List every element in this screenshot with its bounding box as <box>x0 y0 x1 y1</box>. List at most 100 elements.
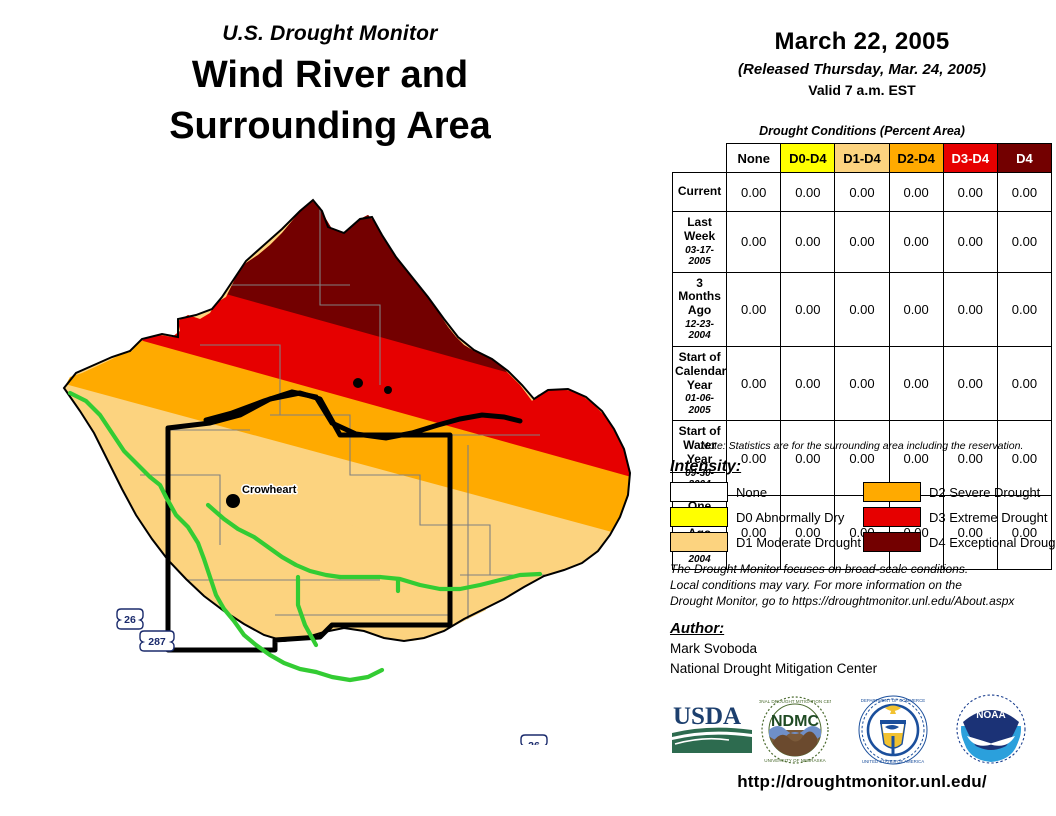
table-row-label: Start of Calendar Year 01-06-2005 <box>671 345 728 422</box>
logo-strip: USDA NDMC NATIONAL DROUGHT MITIGATION CE… <box>665 694 1055 765</box>
table-cell: 0.00 <box>780 345 836 422</box>
table-cell: 0.00 <box>780 211 836 273</box>
legend-item: D2 Severe Drought <box>863 481 1056 503</box>
table-cell: 0.00 <box>996 494 1053 571</box>
highway-26-west <box>67 390 169 500</box>
table-cell: 0.00 <box>942 271 998 347</box>
organization-title: U.S. Drought Monitor <box>222 22 438 45</box>
table-cell: 0.00 <box>726 271 782 347</box>
usda-logo: USDA <box>669 700 755 761</box>
highway-spur-fw <box>295 574 319 648</box>
city-label: Crowheart <box>242 484 297 496</box>
cities-layer: CrowheartFort WashakieEtheteRivertonArap… <box>226 483 298 508</box>
table-row: 3 Months Ago 12-23-2004 0.00 0.00 0.00 0.00 0.… <box>671 271 1053 347</box>
legend-swatch <box>670 507 728 527</box>
author-block: Mark Svoboda National Drought Mitigation… <box>670 639 877 678</box>
legend-swatch <box>670 482 728 502</box>
highway-shield: 26 <box>520 734 548 745</box>
table-cell: 0.00 <box>780 420 836 496</box>
table-caption: Drought Conditions (Percent Area) <box>759 124 965 138</box>
legend-column-right: D2 Severe Drought D3 Extreme Drought D4 Ex… <box>863 481 1056 556</box>
table-cell: 0.00 <box>726 494 782 571</box>
table-body: Current 0.00 0.00 0.00 0.00 0.00 0.00 Last Week… <box>671 172 1053 571</box>
legend-item: D1 Moderate Drought <box>670 531 861 553</box>
table-col-header-d0-d4: D0-D4 <box>780 143 836 173</box>
disclaimer-line-2: Local conditions may vary. For more info… <box>670 577 962 592</box>
table-cell: 0.00 <box>726 211 782 273</box>
highways <box>67 390 543 683</box>
website-url: http://droughtmonitor.unl.edu/ <box>737 772 987 791</box>
author-name: Mark Svoboda <box>670 641 758 656</box>
legend-label: D1 Moderate Drought <box>736 534 862 550</box>
title-block: U.S. Drought Monitor Wind River and Surr… <box>0 22 660 147</box>
table-cell: 0.00 <box>834 271 890 347</box>
highway-shield: 287 <box>139 630 175 652</box>
map-outline <box>62 198 632 643</box>
table-cell: 0.00 <box>780 172 836 212</box>
svg-text:NOAA: NOAA <box>976 710 1005 721</box>
disclaimer-line-3: Drought Monitor, go to https://droughtmo… <box>670 593 1015 608</box>
table-cell: 0.00 <box>888 271 944 347</box>
svg-text:UNIVERSITY OF NEBRASKA: UNIVERSITY OF NEBRASKA <box>764 758 826 763</box>
table-row-label: Current <box>671 172 728 212</box>
legend-swatch <box>863 532 921 552</box>
legend-item: D0 Abnormally Dry <box>670 506 861 528</box>
svg-text:USDA: USDA <box>673 703 741 730</box>
table-col-header-d4: D4 <box>996 143 1053 173</box>
highway-26-east <box>337 571 543 592</box>
river-node-a <box>353 378 363 388</box>
highway-shield-label: 26 <box>528 740 540 745</box>
usdc-logo: DEPARTMENT OF COMMERCE UNITED STATES OF … <box>857 694 929 771</box>
author-heading: Author: <box>670 620 725 637</box>
report-released-date: (Released Thursday, Mar. 24, 2005) <box>738 61 986 78</box>
report-valid-time: Valid 7 a.m. EST <box>808 82 916 98</box>
table-cell: 0.00 <box>996 271 1053 347</box>
city-dot <box>226 494 240 508</box>
highway-shield: 26 <box>116 608 144 630</box>
table-cell: 0.00 <box>888 345 944 422</box>
ndmc-logo: NDMC NATIONAL DROUGHT MITIGATION CENTER … <box>748 694 843 771</box>
highway-shield-icon <box>139 630 175 652</box>
highway-26-mid <box>205 502 343 580</box>
table-cell: 0.00 <box>942 345 998 422</box>
table-col-header-d3-d4: D3-D4 <box>942 143 998 173</box>
river-node-b <box>384 386 392 394</box>
table-cell: 0.00 <box>726 420 782 496</box>
usdc-logo-icon: DEPARTMENT OF COMMERCE UNITED STATES OF … <box>858 695 928 765</box>
report-date: March 22, 2005 <box>774 28 950 55</box>
table-cell: 0.00 <box>888 211 944 273</box>
table-header-row: None D0-D4 D1-D4 D2-D4 D3-D4 D4 <box>673 143 1053 173</box>
drought-map: CrowheartFort WashakieEtheteRivertonArap… <box>20 185 660 745</box>
table-cell: 0.00 <box>996 172 1053 212</box>
table-col-header-d1-d4: D1-D4 <box>834 143 890 173</box>
table-row: Current 0.00 0.00 0.00 0.00 0.00 0.00 <box>671 172 1053 212</box>
ndmc-logo-icon: NDMC NATIONAL DROUGHT MITIGATION CENTER … <box>748 696 843 764</box>
table-cell: 0.00 <box>942 211 998 273</box>
table-cell: 0.00 <box>942 172 998 212</box>
legend-label: D3 Extreme Drought <box>929 509 1048 525</box>
table-cell: 0.00 <box>996 420 1053 496</box>
map-svg: CrowheartFort WashakieEtheteRivertonArap… <box>62 198 632 745</box>
table-col-header-d2-d4: D2-D4 <box>888 143 944 173</box>
usda-logo-icon: USDA <box>672 703 752 753</box>
region-title-line1: Wind River and <box>191 54 469 97</box>
table-row: Last Week 03-17-2005 0.00 0.00 0.00 0.00 0.00 0… <box>671 211 1053 273</box>
legend-swatch <box>863 482 921 502</box>
table-row-date: 01-06-2005 <box>685 393 715 416</box>
author-affiliation: National Drought Mitigation Center <box>670 660 878 676</box>
table-cell: 0.00 <box>942 494 998 571</box>
table-cell: 0.00 <box>834 345 890 422</box>
highway-287-south <box>163 494 319 675</box>
table-cell: 0.00 <box>780 494 836 571</box>
table-row-date: 12-23-2004 <box>685 318 715 342</box>
legend-item: None <box>670 481 861 503</box>
wind-river-line <box>203 389 523 441</box>
table-cell: 0.00 <box>996 345 1053 422</box>
table-cell: 0.00 <box>996 211 1053 273</box>
region-title-line2: Surrounding Area <box>169 104 491 147</box>
drought-conditions-table: None D0-D4 D1-D4 D2-D4 D3-D4 D4 Current 0.00 0.… <box>671 143 1053 571</box>
legend-label: None <box>736 484 768 500</box>
table-row-label: Last Week 03-17-2005 <box>671 211 728 273</box>
